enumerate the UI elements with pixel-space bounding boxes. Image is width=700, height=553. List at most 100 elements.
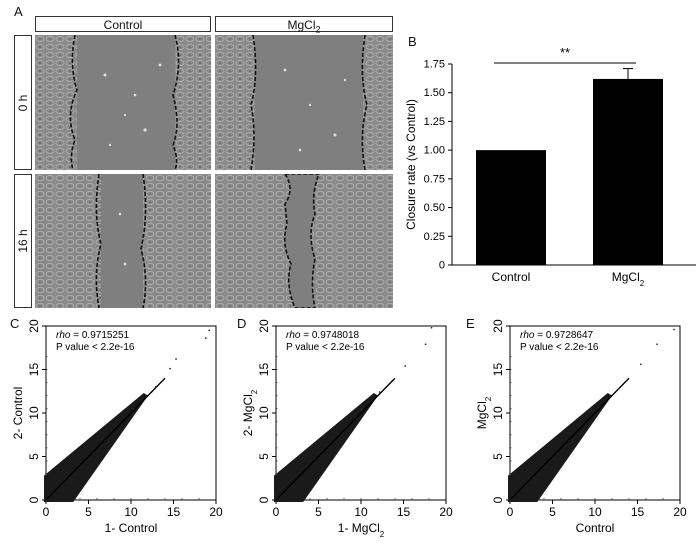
scatter-points xyxy=(508,328,675,502)
scatter-point xyxy=(132,407,135,410)
scatter-point xyxy=(79,498,81,500)
scatter-point xyxy=(360,408,363,411)
scatter-point xyxy=(46,355,48,358)
y-tick-label: 0.75 xyxy=(424,173,445,185)
micrograph-mgcl2-16h xyxy=(215,174,393,308)
y-tick-label: 10 xyxy=(27,406,41,420)
scatter-point xyxy=(377,498,379,500)
x-tick-label: 20 xyxy=(439,505,453,519)
scatter-point xyxy=(46,368,48,371)
scatter-point xyxy=(560,498,562,500)
scatter-point xyxy=(175,358,177,360)
micrograph-mgcl2-0h xyxy=(215,35,393,170)
scatter-point xyxy=(645,498,647,500)
rho-annotation: rho = 0.9715251 xyxy=(56,330,130,341)
row-label-0h: 0 h xyxy=(14,35,32,170)
scatter-point xyxy=(46,447,48,449)
scatter-point xyxy=(510,395,512,397)
scatter-point xyxy=(46,473,48,475)
scatter-point xyxy=(510,434,512,436)
y-tick-label: 1.75 xyxy=(424,59,445,71)
scatter-diagonal-core xyxy=(509,377,630,501)
y-tick-label: 20 xyxy=(257,319,271,333)
micrograph-control-16h xyxy=(35,174,211,308)
y-tick-label: 20 xyxy=(491,319,505,333)
scatter-point xyxy=(510,473,512,475)
scatter-point xyxy=(611,498,613,500)
scatter-point xyxy=(276,473,278,475)
y-tick-label: 0 xyxy=(491,496,505,503)
x-tick-label: 5 xyxy=(85,505,92,519)
y-axis-label: Closure rate (vs Control) xyxy=(404,99,418,230)
y-tick-label: 5 xyxy=(491,453,505,460)
panel-d-letter: D xyxy=(237,316,247,331)
scatter-point xyxy=(673,328,675,331)
scatter-point xyxy=(577,498,579,500)
scatter-point xyxy=(46,408,48,410)
column-header-control: Control xyxy=(35,16,211,32)
scatter-point xyxy=(343,498,345,500)
scatter-point xyxy=(276,381,278,384)
scatter-point xyxy=(326,498,328,500)
y-tick-label: 0 xyxy=(257,496,271,503)
scatter-point xyxy=(617,387,620,390)
micrograph-control-0h-image xyxy=(35,35,211,170)
scatter-point xyxy=(96,498,98,500)
column-header-mgcl2: MgCl2 xyxy=(215,16,393,35)
scatter-point xyxy=(276,434,278,436)
scatter-point xyxy=(198,498,200,500)
y-tick-label: 1.50 xyxy=(424,87,445,99)
scatter-point xyxy=(430,326,433,329)
bar-chart-bars xyxy=(476,68,663,265)
scatter-diagonal-core xyxy=(275,377,396,501)
x-axis-label: 1- Control xyxy=(105,521,158,535)
x-tick-label: 0 xyxy=(507,505,514,519)
x-tick-label: 0 xyxy=(43,505,50,519)
scatter-point xyxy=(510,421,512,423)
x-tick-label: 10 xyxy=(354,505,368,519)
y-tick-label: 5 xyxy=(27,453,41,460)
y-tick-label: 20 xyxy=(27,319,41,333)
scatter-point xyxy=(628,498,630,500)
x-axis-label: 1- MgCl2 xyxy=(338,521,385,539)
scatter-point xyxy=(510,460,512,462)
column-header-mgcl2-sub: 2 xyxy=(315,24,321,35)
scatter-point xyxy=(594,498,596,500)
scatter-point xyxy=(46,381,48,384)
y-tick-label: 0.50 xyxy=(424,202,445,214)
x-tick-label: 5 xyxy=(549,505,556,519)
scatter-point xyxy=(543,498,545,500)
panel-b-letter: B xyxy=(408,34,417,49)
micrograph-mgcl2-0h-image xyxy=(215,35,393,170)
rho-annotation: rho = 0.9748018 xyxy=(286,330,360,341)
scatter-point xyxy=(276,421,278,423)
y-tick-label: 10 xyxy=(491,406,505,420)
x-tick-label: 10 xyxy=(588,505,602,519)
x-tick-label: 15 xyxy=(397,505,411,519)
y-tick-label: 0 xyxy=(27,496,41,503)
scatter-point xyxy=(147,498,149,500)
x-tick-label: 5 xyxy=(315,505,322,519)
pvalue-annotation: P value < 2.2e-16 xyxy=(520,342,599,353)
y-tick-label: 1.00 xyxy=(424,145,445,157)
column-header-mgcl2-base: MgCl xyxy=(287,18,316,32)
scatter-points xyxy=(44,329,211,502)
scatter-point xyxy=(169,367,172,370)
scatter-point xyxy=(130,498,132,500)
x-tick-label: MgCl2 xyxy=(612,270,645,288)
rho-annotation: rho = 0.9728647 xyxy=(520,330,594,341)
scatter-point xyxy=(276,355,278,358)
scatter-point xyxy=(276,447,278,449)
bar-chart: 0 0.25 0.50 0.75 1.00 1.25 1.50 1.75 Closure rat… xyxy=(404,45,696,288)
scatter-point xyxy=(510,408,512,410)
scatter-point xyxy=(276,368,278,371)
panel-e-letter: E xyxy=(466,316,475,331)
significance-stars: ** xyxy=(560,45,570,60)
scatter-point xyxy=(597,406,600,409)
x-tick-label: 20 xyxy=(209,505,223,519)
pvalue-annotation: P value < 2.2e-16 xyxy=(286,342,365,353)
scatter-point xyxy=(394,498,396,500)
x-tick-label: Control xyxy=(492,270,531,284)
scatter-point xyxy=(411,498,413,500)
y-tick-label: 0 xyxy=(439,260,445,272)
